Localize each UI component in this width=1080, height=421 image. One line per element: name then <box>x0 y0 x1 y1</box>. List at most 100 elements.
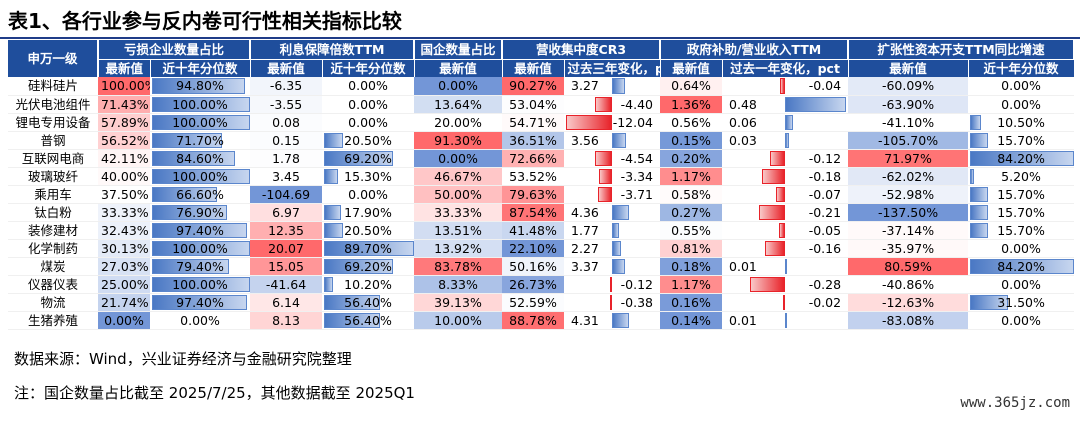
metric-value: 0.01 <box>729 312 757 328</box>
metric-cell: 42.11% <box>98 149 150 168</box>
metric-cell: 94.80% <box>150 77 251 96</box>
metric-cell: 0.00% <box>98 311 150 330</box>
metric-bar <box>324 222 344 238</box>
metric-cell: 69.20% <box>322 149 415 168</box>
metric-cell: 10.00% <box>414 311 503 330</box>
metric-bar <box>152 294 248 310</box>
metric-cell: -0.38 <box>564 293 661 312</box>
metric-cell: 5.20% <box>968 167 1075 186</box>
metric-cell: 0.00% <box>414 77 503 96</box>
metric-cell: 8.13 <box>250 311 323 330</box>
metric-value: 31.50% <box>997 294 1045 310</box>
metric-cell: 0.06 <box>722 113 849 132</box>
metric-cell: 15.30% <box>322 167 415 186</box>
metric-value: 5.20% <box>1001 168 1041 184</box>
metric-value: 4.31 <box>571 312 599 328</box>
industry-name: 普钢 <box>8 131 98 150</box>
metric-cell: -0.21 <box>722 203 849 222</box>
metric-cell: 3.56 <box>564 131 661 150</box>
metric-bar <box>610 294 613 310</box>
metric-cell: 0.00% <box>968 239 1075 258</box>
metric-cell: 56.40% <box>322 311 415 330</box>
industry-name: 乘用车 <box>8 185 98 204</box>
metric-value: 100.00% <box>172 276 228 292</box>
metric-cell: -6.35 <box>250 77 323 96</box>
metric-cell: -0.05 <box>722 221 849 240</box>
metric-cell: 12.35 <box>250 221 323 240</box>
metric-cell: 20.00% <box>414 113 503 132</box>
subheader-cell: 最新值 <box>414 58 503 77</box>
header-soe-ratio: 国企数量占比 <box>414 40 504 59</box>
metric-cell: 13.64% <box>414 95 503 114</box>
metric-cell: 97.40% <box>150 293 251 312</box>
metric-bar <box>762 168 786 184</box>
industry-name: 装修建材 <box>8 221 98 240</box>
metric-bar <box>612 132 626 148</box>
metric-cell: 90.27% <box>502 77 565 96</box>
metric-bar <box>324 312 381 328</box>
metric-cell: 0.64% <box>660 77 723 96</box>
metric-value: 0.00% <box>180 312 220 328</box>
metric-bar <box>152 114 250 130</box>
metric-cell: -0.04 <box>722 77 849 96</box>
table-row: 玻璃玻纤 40.00% 100.00% 3.45 15.30% 46.67% 53.52% -… <box>8 167 1075 186</box>
metric-value: 20.50% <box>344 132 392 148</box>
metric-bar <box>152 258 230 274</box>
metric-cell: 21.74% <box>98 293 150 312</box>
metric-cell: 0.18% <box>660 257 723 276</box>
metric-bar <box>785 96 846 112</box>
metric-cell: 4.36 <box>564 203 661 222</box>
metric-cell: 79.40% <box>150 257 251 276</box>
table-row: 仪器仪表 25.00% 100.00% -41.64 10.20% 8.33% 26.73%… <box>8 275 1075 294</box>
metric-cell: 0.00% <box>322 185 415 204</box>
metric-cell: 0.20% <box>660 149 723 168</box>
metric-value: -0.16 <box>808 240 842 256</box>
industry-name: 硅料硅片 <box>8 77 98 96</box>
metric-value: 10.50% <box>997 114 1045 130</box>
metric-value: 2.27 <box>571 240 599 256</box>
table-row: 钛白粉 33.33% 76.90% 6.97 17.90% 33.33% 87.54% 4.3… <box>8 203 1075 222</box>
metric-cell: 0.14% <box>660 311 723 330</box>
metric-cell: 20.07 <box>250 239 323 258</box>
metric-bar <box>152 78 245 94</box>
metric-bar <box>970 258 1074 274</box>
metric-cell: 0.15% <box>660 131 723 150</box>
metric-value: 84.60% <box>176 150 224 166</box>
metric-value: 56.40% <box>344 294 392 310</box>
metric-value: -0.18 <box>808 168 842 184</box>
metric-cell: 46.67% <box>414 167 503 186</box>
metric-cell: -0.07 <box>722 185 849 204</box>
header-loss-ratio: 亏损企业数量占比 <box>98 40 252 59</box>
metric-cell: 0.00% <box>322 77 415 96</box>
table-row: 互联网电商 42.11% 84.60% 1.78 69.20% 0.00% 72.66% -4… <box>8 149 1075 168</box>
header-cr3: 营收集中度CR3 <box>502 40 662 59</box>
metric-cell: 0.27% <box>660 203 723 222</box>
metric-value: -0.12 <box>620 276 654 292</box>
industry-name: 钛白粉 <box>8 203 98 222</box>
metric-cell: 89.70% <box>322 239 415 258</box>
metric-value: 0.00% <box>348 114 388 130</box>
metric-cell: 3.27 <box>564 77 661 96</box>
metric-cell: 0.03 <box>722 131 849 150</box>
metric-bar <box>785 258 788 274</box>
metric-cell: 40.00% <box>98 167 150 186</box>
header-capex: 扩张性资本开支TTM同比增速 <box>848 40 1076 59</box>
subheader-cell: 最新值 <box>250 58 323 77</box>
metric-value: -0.05 <box>808 222 842 238</box>
metric-cell: 53.52% <box>502 167 565 186</box>
metric-value: 89.70% <box>344 240 392 256</box>
metric-value: 0.00% <box>348 96 388 112</box>
metric-bar <box>324 294 381 310</box>
metric-cell: 10.50% <box>968 113 1075 132</box>
metric-cell: -4.54 <box>564 149 661 168</box>
metric-cell: 83.78% <box>414 257 503 276</box>
metric-value: 66.60% <box>176 186 224 202</box>
metric-bar <box>785 132 789 148</box>
metric-cell: 0.81% <box>660 239 723 258</box>
metric-cell: 0.00% <box>150 311 251 330</box>
source-note: 数据来源：Wind，兴业证券经济与金融研究院整理 <box>14 350 352 368</box>
metric-value: 10.20% <box>344 276 392 292</box>
metric-cell: 0.58% <box>660 185 723 204</box>
metric-cell: -40.86% <box>848 275 969 294</box>
table-row: 普钢 56.52% 71.70% 0.15 20.50% 91.30% 36.51% 3.56… <box>8 131 1075 150</box>
